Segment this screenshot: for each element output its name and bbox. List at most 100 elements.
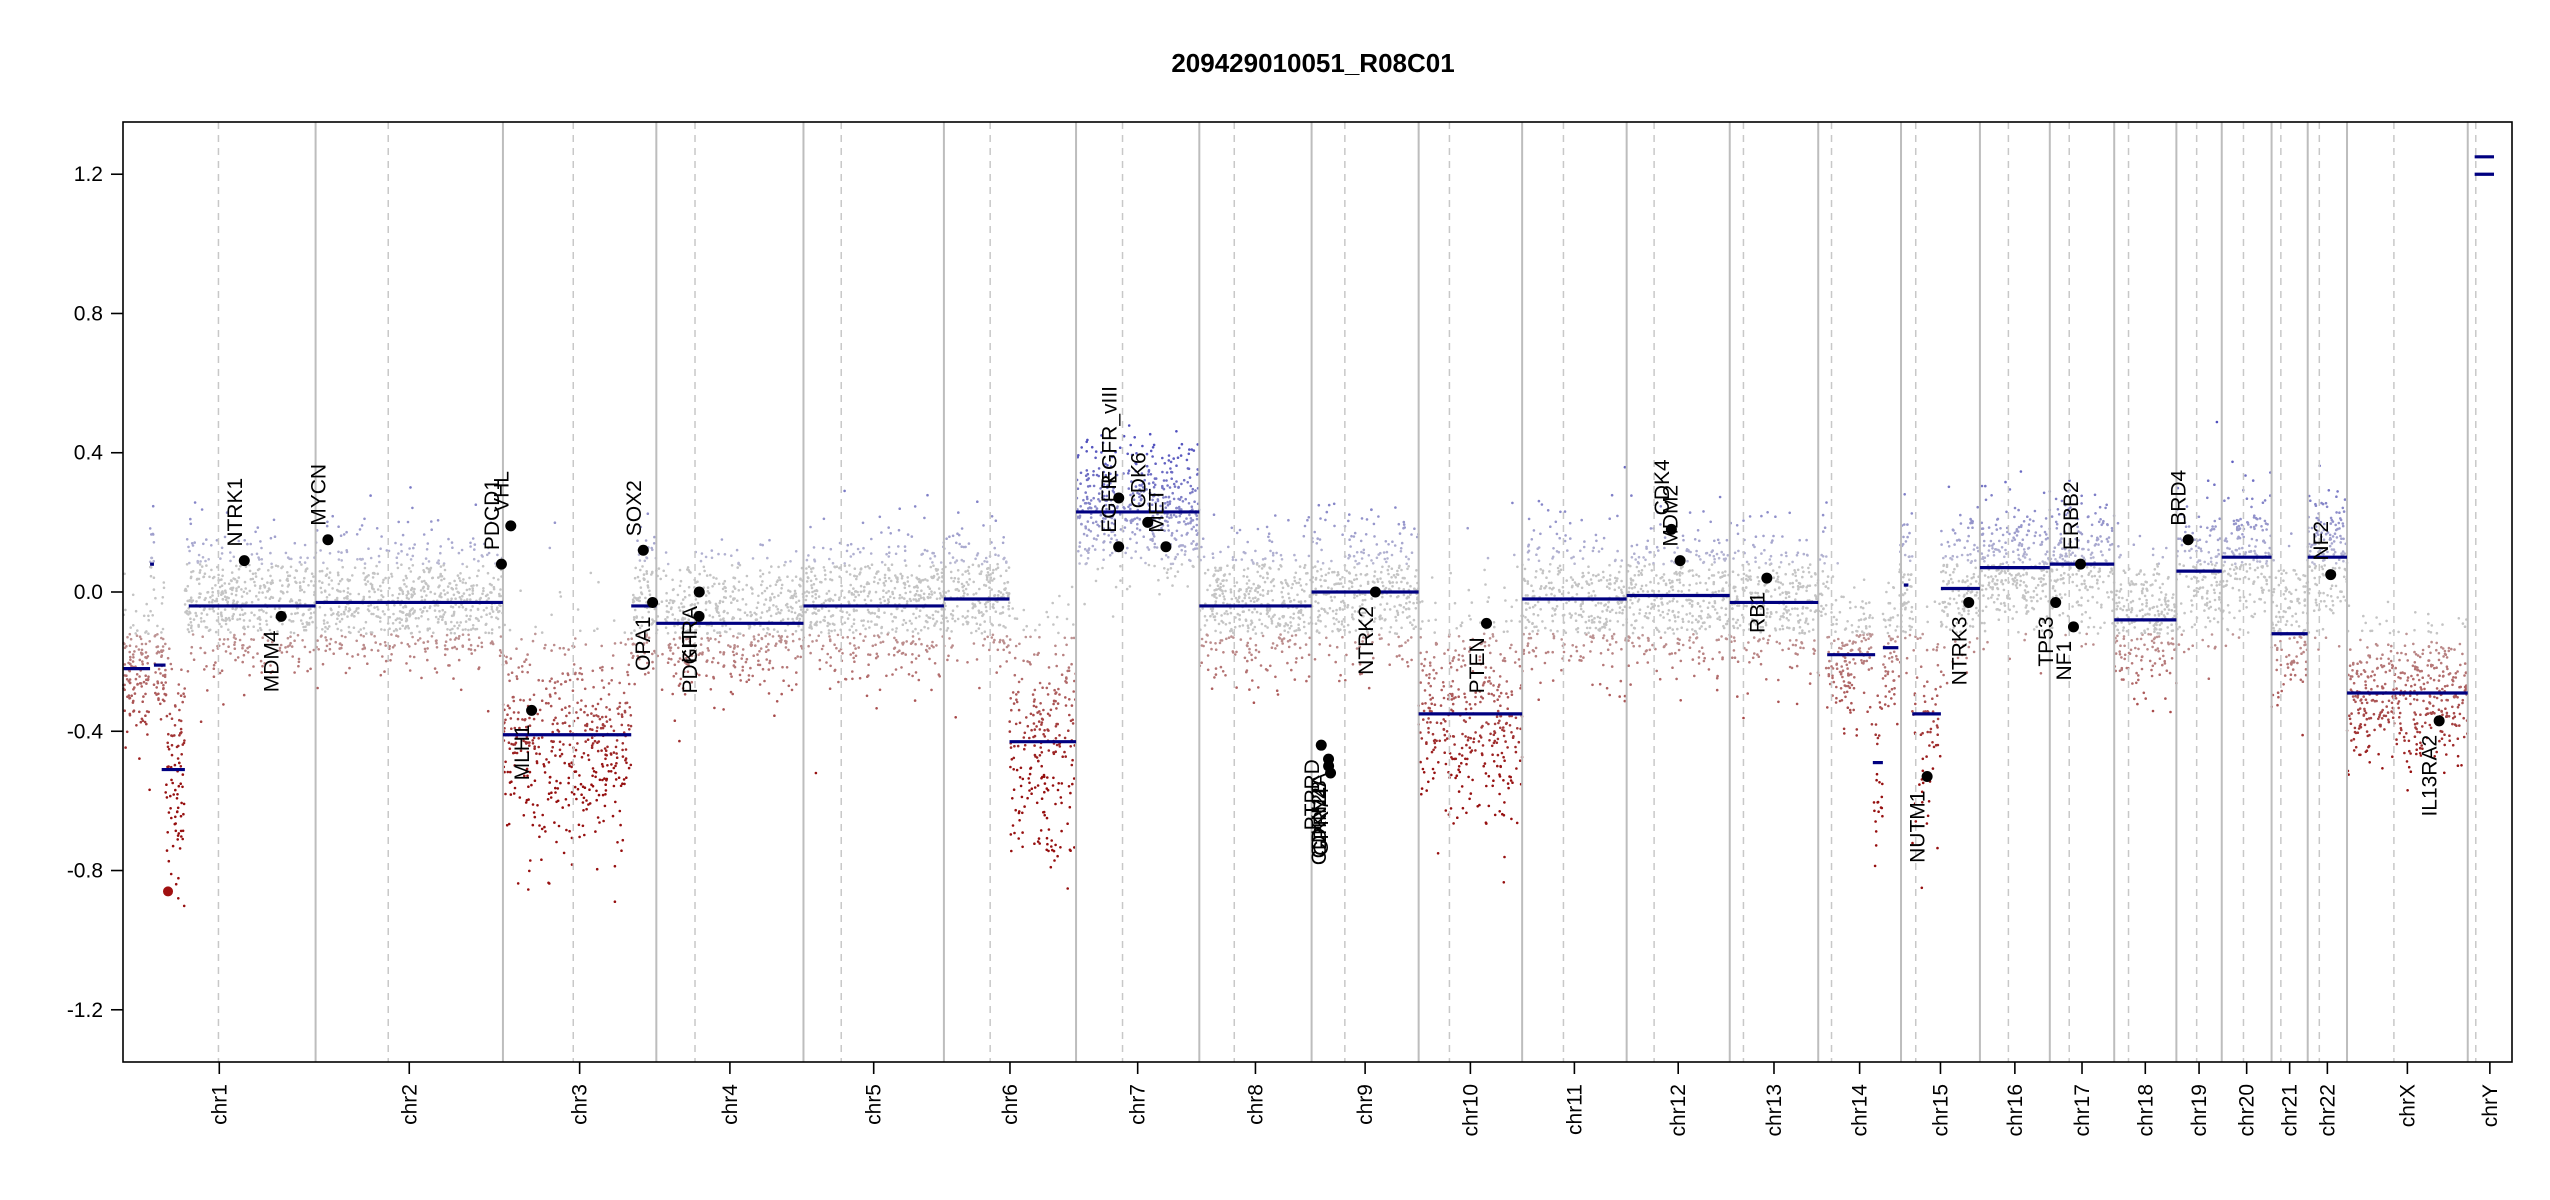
probe-point (380, 628, 383, 631)
probe-point (1638, 608, 1642, 611)
probe-point (760, 583, 763, 587)
probe-point (1855, 634, 1859, 637)
probe-point (220, 552, 224, 555)
probe-point (2166, 612, 2169, 615)
probe-point (191, 544, 195, 547)
probe-point (2087, 548, 2090, 551)
probe-point (507, 741, 511, 744)
probe-point (1537, 698, 1540, 701)
probe-point (155, 693, 158, 696)
probe-point (1686, 559, 1689, 563)
probe-point (1328, 567, 1331, 570)
probe-point (1881, 782, 1884, 786)
probe-point (163, 673, 167, 677)
probe-point (2099, 535, 2102, 538)
probe-point (126, 635, 129, 639)
probe-point (1777, 580, 1780, 584)
probe-point (1240, 558, 1244, 561)
probe-point (1004, 626, 1007, 629)
probe-point (526, 653, 529, 656)
probe-point (1169, 513, 1173, 517)
probe-point (1251, 611, 1254, 614)
probe-point (2004, 548, 2007, 552)
probe-point (2161, 649, 2165, 653)
probe-point (538, 824, 541, 827)
probe-point (780, 609, 783, 612)
probe-point (2223, 539, 2227, 542)
probe-point (1857, 625, 1860, 629)
probe-point (2324, 501, 2328, 505)
probe-point (949, 570, 953, 574)
probe-point (1551, 607, 1554, 610)
probe-point (2107, 536, 2111, 539)
probe-point (1023, 805, 1026, 808)
probe-point (2376, 644, 2379, 647)
probe-point (253, 584, 257, 587)
probe-point (894, 552, 898, 556)
probe-point (409, 570, 413, 573)
probe-point (210, 568, 213, 572)
probe-point (1842, 680, 1846, 683)
probe-point (1148, 432, 1152, 436)
probe-point (1483, 568, 1486, 572)
probe-point (1387, 565, 1391, 568)
probe-point (2092, 625, 2096, 629)
probe-point (2454, 676, 2458, 679)
probe-point (362, 627, 366, 630)
probe-point (1344, 679, 1347, 682)
probe-point (2137, 674, 2140, 677)
probe-point (2117, 631, 2121, 635)
probe-point (1187, 452, 1191, 456)
probe-point (487, 631, 491, 635)
probe-point (509, 657, 513, 660)
probe-point (1530, 584, 1533, 587)
probe-point (1241, 599, 1244, 603)
probe-point (1962, 644, 1965, 647)
probe-point (1247, 579, 1251, 582)
probe-point (1124, 551, 1127, 555)
probe-point (1546, 509, 1550, 512)
probe-point (2441, 647, 2445, 650)
probe-point (2266, 523, 2269, 526)
probe-point (1137, 502, 1141, 505)
probe-point (2397, 700, 2401, 703)
probe-point (629, 763, 633, 767)
probe-point (2193, 566, 2197, 569)
probe-point (567, 781, 570, 785)
probe-point (303, 543, 307, 547)
probe-point (1100, 520, 1104, 523)
probe-point (908, 619, 912, 623)
probe-point (1358, 645, 1361, 648)
probe-point (183, 687, 186, 690)
probe-point (1461, 806, 1465, 810)
probe-point (917, 678, 921, 682)
probe-point (1449, 665, 1453, 669)
probe-point (1751, 656, 1755, 660)
probe-point (1750, 607, 1754, 611)
probe-point (346, 652, 349, 656)
probe-point (248, 569, 252, 573)
probe-point (1941, 609, 1944, 612)
probe-point (1551, 650, 1554, 654)
probe-point (1932, 648, 1935, 651)
probe-point (330, 613, 333, 617)
probe-point (506, 713, 509, 716)
probe-point (2118, 590, 2121, 593)
probe-point (1353, 596, 1356, 599)
probe-point (199, 720, 203, 723)
probe-point (1469, 736, 1472, 740)
probe-point (1011, 824, 1015, 827)
probe-point (1352, 554, 1356, 558)
probe-point (903, 545, 907, 548)
probe-point (2260, 586, 2263, 590)
probe-point (2028, 518, 2032, 521)
probe-point (1502, 729, 1506, 733)
probe-point (229, 579, 233, 582)
probe-point (1054, 737, 1058, 740)
probe-point (1027, 777, 1030, 780)
probe-point (1212, 513, 1216, 516)
probe-point (2212, 617, 2216, 620)
probe-point (700, 552, 704, 555)
probe-point (2173, 603, 2176, 606)
probe-point (1385, 602, 1389, 605)
